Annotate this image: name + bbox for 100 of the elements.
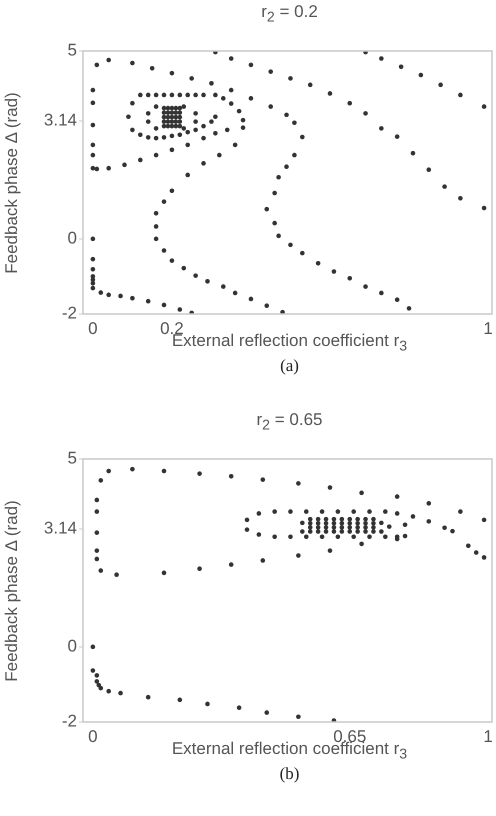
point — [130, 296, 135, 301]
chart-title: r$_{2}$ = 0.2 — [260, 2, 319, 26]
point — [394, 494, 400, 499]
point — [162, 135, 166, 140]
point — [106, 292, 111, 298]
point — [146, 111, 151, 116]
point — [118, 690, 123, 696]
point — [316, 260, 320, 266]
point — [458, 92, 463, 98]
point — [383, 534, 388, 540]
point — [244, 527, 250, 532]
chart-title: r$_{2}$ = 0.65 — [255, 410, 324, 434]
point — [166, 124, 170, 128]
point — [256, 532, 262, 537]
point — [316, 520, 320, 526]
point — [371, 529, 376, 534]
point — [300, 520, 305, 526]
point — [94, 530, 100, 535]
point — [332, 516, 336, 522]
point — [308, 525, 313, 530]
point — [193, 119, 198, 124]
point — [371, 516, 376, 522]
point — [162, 92, 166, 98]
point — [379, 126, 384, 131]
point — [379, 290, 384, 296]
point — [410, 150, 416, 156]
point — [122, 162, 127, 168]
point — [438, 82, 443, 88]
point — [170, 110, 174, 115]
point — [300, 134, 305, 140]
point — [178, 307, 182, 312]
point — [379, 529, 384, 534]
point — [114, 572, 119, 578]
point — [170, 134, 174, 138]
point — [185, 130, 190, 134]
point — [228, 562, 234, 567]
point — [224, 128, 230, 132]
point — [90, 236, 96, 242]
point — [154, 236, 158, 242]
point — [371, 520, 376, 526]
point — [217, 152, 222, 158]
point — [94, 556, 100, 562]
point — [398, 64, 404, 70]
point — [106, 58, 111, 62]
point — [197, 471, 202, 476]
point — [276, 174, 281, 180]
y-tick-label: 5 — [68, 40, 77, 60]
point — [466, 543, 471, 548]
point — [316, 525, 320, 530]
point — [126, 114, 131, 120]
point — [308, 82, 313, 88]
point — [94, 673, 100, 678]
point — [213, 92, 218, 98]
point — [162, 124, 166, 128]
point — [340, 529, 344, 534]
point — [193, 273, 198, 278]
point — [178, 92, 182, 98]
point — [276, 234, 281, 238]
point — [367, 509, 372, 514]
point — [296, 553, 301, 558]
point — [328, 548, 332, 553]
y-tick-label: 3.14 — [44, 518, 77, 538]
x-tick-label: 0 — [88, 726, 98, 746]
point — [98, 568, 104, 573]
point — [284, 112, 289, 118]
point — [232, 290, 238, 296]
point — [228, 56, 234, 61]
point — [418, 72, 424, 78]
point — [90, 142, 96, 148]
point — [288, 534, 293, 540]
point — [340, 520, 344, 526]
y-tick-label: -2 — [62, 304, 77, 323]
point — [379, 56, 384, 61]
point — [292, 152, 297, 158]
point — [154, 126, 158, 131]
point — [268, 104, 274, 109]
point — [442, 184, 447, 189]
point — [150, 66, 154, 71]
y-tick-label: 0 — [68, 636, 77, 656]
point — [201, 92, 206, 98]
point — [193, 111, 198, 116]
point — [174, 124, 178, 128]
point — [236, 108, 242, 114]
point — [272, 534, 277, 540]
point — [90, 266, 96, 272]
point — [324, 525, 328, 530]
point — [162, 570, 166, 576]
point — [332, 520, 336, 526]
point — [185, 142, 190, 148]
point — [228, 474, 234, 479]
point — [90, 152, 96, 158]
point — [162, 110, 166, 115]
point — [272, 220, 277, 226]
point — [162, 106, 166, 110]
point — [90, 668, 96, 673]
point — [232, 142, 238, 148]
point — [406, 306, 412, 311]
point — [90, 286, 96, 290]
point — [178, 110, 182, 115]
point — [130, 466, 135, 472]
